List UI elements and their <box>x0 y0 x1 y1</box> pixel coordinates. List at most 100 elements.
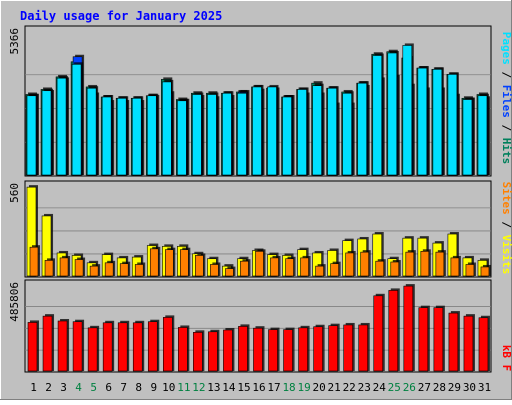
day-label: 25 <box>388 381 401 394</box>
bar-kb-f-day-13-face <box>208 331 218 372</box>
day-label: 29 <box>448 381 461 394</box>
legend-kbytes: kB F <box>500 345 512 372</box>
day-label: 16 <box>252 381 265 394</box>
bar-sites-day-5 <box>89 264 101 277</box>
bar-sites-day-20-face <box>315 265 324 277</box>
bar-pages-day-24 <box>372 53 384 176</box>
bar-pages-day-8-face <box>131 97 142 176</box>
bar-pages-day-30-face <box>462 99 473 176</box>
bar-kb-f-day-21 <box>328 323 340 372</box>
day-label: 19 <box>297 381 310 394</box>
bar-kb-f-day-13 <box>208 329 220 372</box>
day-label: 30 <box>463 381 476 394</box>
bar-sites-day-10-face <box>164 249 174 277</box>
bar-pages-day-10-face <box>161 81 172 176</box>
day-label: 1 <box>30 381 37 394</box>
bar-kb-f-day-5-face <box>87 327 98 372</box>
bar-kb-f-day-6 <box>102 320 115 372</box>
bar-pages-day-17-face <box>267 86 277 176</box>
bar-kb-f-day-25-face <box>388 290 399 372</box>
day-label: 24 <box>373 381 387 394</box>
day-label: 5 <box>90 381 97 394</box>
bar-pages-day-22 <box>342 91 354 176</box>
legend-top-text: Pages / Files / Hits <box>500 32 512 165</box>
bar-kb-f-day-27 <box>418 305 430 372</box>
bar-kb-f-day-17-face <box>268 329 278 372</box>
bar-pages-day-5 <box>86 86 99 176</box>
day-label: 6 <box>105 381 112 394</box>
bar-sites-day-11 <box>180 247 191 277</box>
bar-sites-day-28-face <box>435 251 445 277</box>
bar-pages-day-9 <box>146 93 159 176</box>
bar-sites-day-19 <box>300 255 311 277</box>
bar-kb-f-day-20-face <box>313 326 323 372</box>
bar-sites-day-22 <box>345 250 356 277</box>
bar-sites-day-23 <box>360 250 371 277</box>
bar-sites-day-14-face <box>225 268 234 277</box>
bar-kb-f-day-29-face <box>448 312 459 372</box>
bar-kb-f-day-1-face <box>27 322 38 372</box>
day-labels: 1 2 3 4 5 6 7 8 9 10 11 12 13 14 15 16 17 18 19 20 21 22 23 24 2… <box>30 381 491 394</box>
bar-pages-day-23-face <box>357 82 368 176</box>
bar-pages-day-22-face <box>342 92 352 176</box>
bar-kb-f-day-25 <box>388 288 400 372</box>
bar-sites-day-5-face <box>89 265 99 277</box>
legend-sep-2: / <box>500 125 512 132</box>
bar-pages-day-11 <box>177 98 189 176</box>
bar-sites-day-6-face <box>104 262 114 277</box>
panel-hits-files-pages: 5366 <box>8 25 492 177</box>
bar-pages-day-29 <box>447 72 459 176</box>
day-label: 2 <box>45 381 52 394</box>
day-label: 11 <box>177 381 190 394</box>
bar-sites-day-6 <box>104 260 116 277</box>
bar-kb-f-day-2-face <box>42 315 53 372</box>
bar-kb-f-day-14 <box>223 327 235 372</box>
bar-pages-day-4 <box>71 62 84 176</box>
bar-sites-day-21 <box>330 261 341 277</box>
series-pages <box>26 43 489 176</box>
bar-sites-day-1 <box>29 245 40 277</box>
bar-kb-f-day-18-face <box>283 329 293 372</box>
bar-sites-day-18 <box>285 256 296 277</box>
ymax-label-visits-sites: 560 <box>8 183 21 203</box>
bar-kb-f-day-11-face <box>178 327 188 372</box>
bar-pages-day-13 <box>207 92 219 176</box>
bar-sites-day-16-face <box>255 251 264 277</box>
day-label: 20 <box>313 381 326 394</box>
bar-pages-day-27 <box>417 66 429 176</box>
day-label: 13 <box>207 381 220 394</box>
bar-sites-day-31-face <box>480 266 490 277</box>
bar-sites-day-8 <box>134 262 146 277</box>
bar-pages-day-21-face <box>327 87 337 176</box>
bar-pages-day-25 <box>387 50 399 176</box>
bar-pages-day-26-face <box>402 45 413 176</box>
bar-kb-f-day-31-face <box>478 317 489 372</box>
bar-kb-f-day-6-face <box>102 322 113 372</box>
bar-pages-day-19 <box>297 87 309 176</box>
bar-sites-day-28 <box>435 250 446 277</box>
legend-pages: Pages <box>500 32 512 65</box>
day-label: 27 <box>418 381 431 394</box>
day-label: 3 <box>60 381 67 394</box>
bar-sites-day-27-face <box>420 251 430 277</box>
bar-kb-f-day-8-face <box>132 322 143 372</box>
bar-kb-f-day-17 <box>268 327 280 372</box>
day-label: 7 <box>120 381 127 394</box>
bar-pages-day-1-face <box>26 95 37 176</box>
legend-mid-text: Sites / Visits <box>500 182 512 275</box>
bar-pages-day-25-face <box>387 52 398 176</box>
bar-kb-f-day-4 <box>72 319 85 372</box>
bar-kb-f-day-21-face <box>328 325 338 372</box>
bar-pages-day-13-face <box>207 94 217 176</box>
day-label: 8 <box>135 381 142 394</box>
day-label: 15 <box>237 381 250 394</box>
bar-sites-day-1-face <box>29 246 39 277</box>
day-label: 10 <box>162 381 175 394</box>
bar-sites-day-3-face <box>59 257 69 277</box>
bar-pages-day-18-face <box>282 96 292 176</box>
bar-sites-day-12 <box>195 253 206 277</box>
bar-pages-day-15-face <box>237 92 247 176</box>
legend-visits: Visits <box>500 235 512 275</box>
legend-files: Files <box>500 85 512 118</box>
bar-pages-day-15 <box>237 91 249 176</box>
